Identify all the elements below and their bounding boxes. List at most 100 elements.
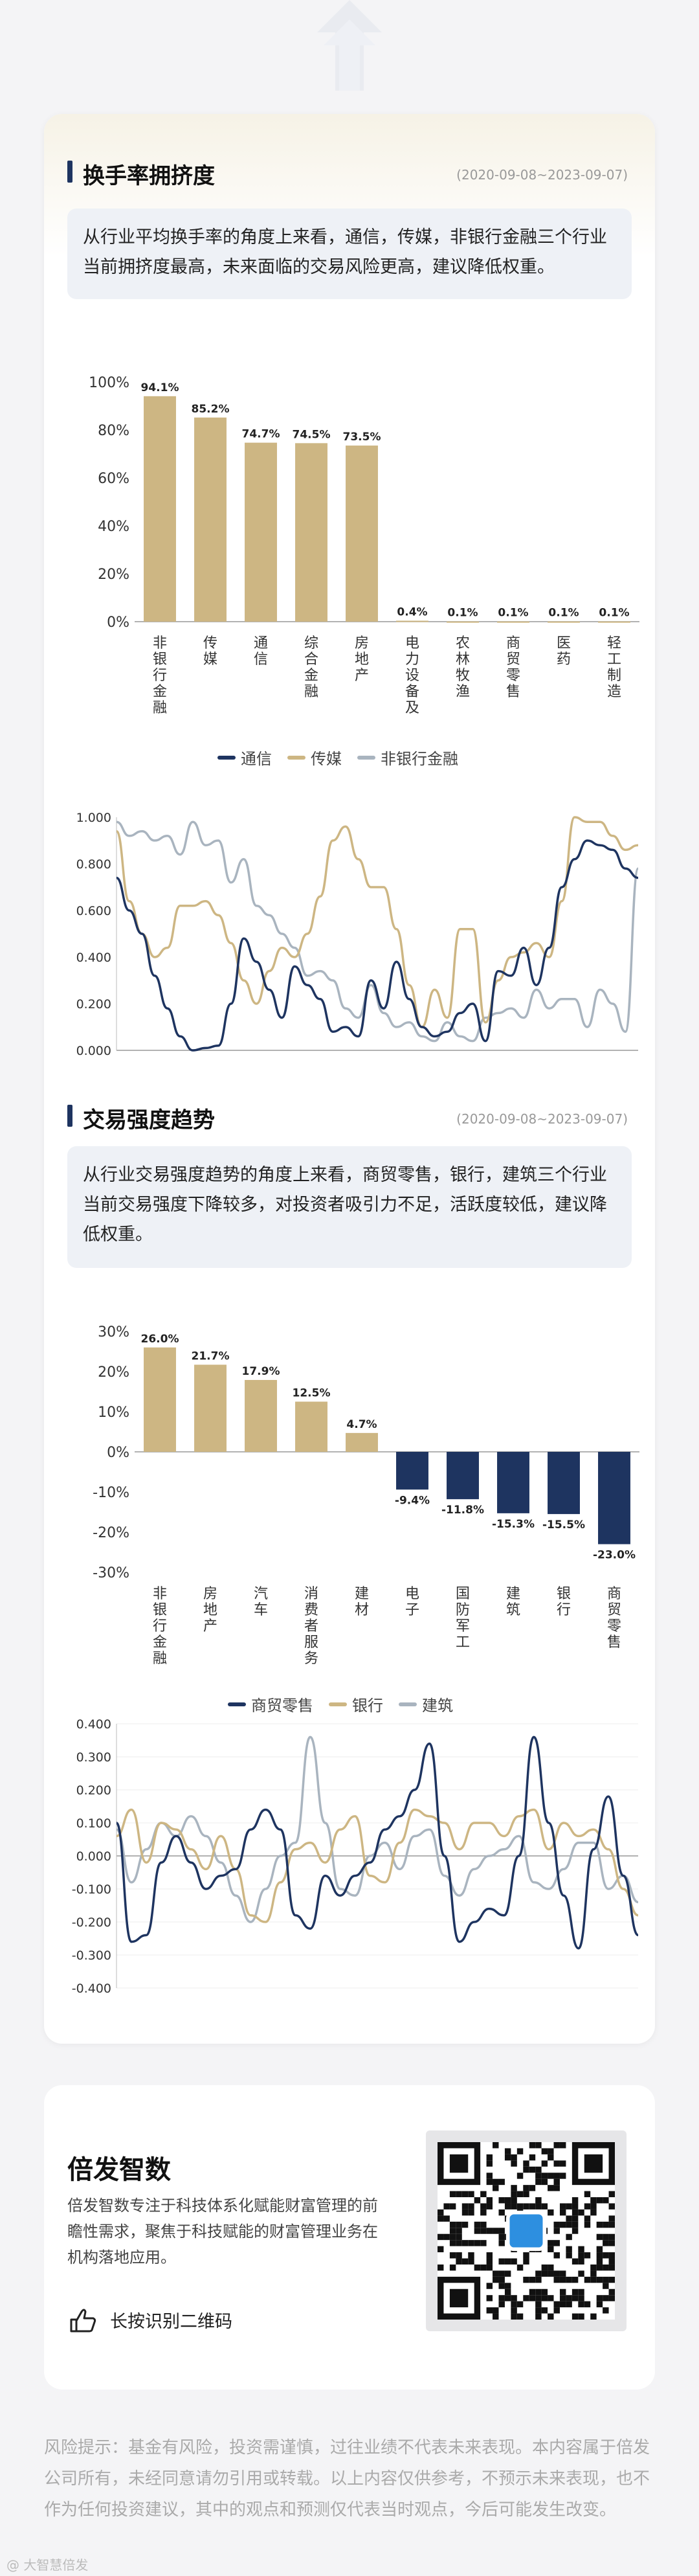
qr-module — [535, 2313, 542, 2320]
category-label-char: 银 — [153, 651, 167, 668]
legend-swatch-gold — [329, 1702, 347, 1706]
qr-module — [486, 2264, 493, 2271]
y-tick-label: -20% — [93, 1525, 129, 1541]
bar — [548, 621, 580, 623]
qr-module — [548, 2264, 554, 2271]
legend-item: 非银行金融 — [357, 746, 458, 769]
category-label-char: 者 — [304, 1618, 318, 1634]
data-label: 74.5% — [293, 428, 331, 441]
qr-module — [553, 2276, 560, 2283]
qr-module — [443, 2203, 450, 2209]
y-tick-label: 60% — [98, 471, 129, 487]
qr-module — [523, 2191, 529, 2198]
qr-module — [504, 2283, 511, 2289]
legend-label: 传媒 — [311, 750, 342, 768]
section1-description: 从行业平均换手率的角度上来看，通信，传媒，非银行金融三个行业当前拥挤度最高，未来… — [67, 209, 632, 299]
qr-module — [535, 2166, 542, 2173]
data-label: 85.2% — [192, 403, 230, 416]
category-label-char: 防 — [456, 1602, 470, 1618]
hand-pointer-icon — [70, 2309, 96, 2333]
qr-module — [486, 2197, 493, 2204]
qr-module — [498, 2270, 505, 2277]
qr-module — [553, 2307, 560, 2314]
qr-module — [486, 2160, 493, 2167]
qr-module — [511, 2154, 517, 2161]
qr-module — [504, 2203, 511, 2209]
qr-module — [553, 2240, 560, 2246]
qr-module — [571, 2221, 579, 2228]
qr-module — [493, 2307, 499, 2314]
qr-module — [608, 2295, 615, 2301]
y-tick-label: 0.600 — [76, 904, 111, 918]
qr-module — [559, 2295, 566, 2301]
qr-module — [516, 2173, 524, 2179]
category-label-char: 商 — [607, 1586, 621, 1602]
y-tick-label: 1.000 — [76, 811, 111, 825]
legend-label: 非银行金融 — [381, 750, 458, 768]
qr-module — [493, 2276, 499, 2283]
qr-module — [584, 2252, 591, 2259]
y-tick-label: 30% — [98, 1324, 129, 1340]
qr-module — [468, 2191, 474, 2198]
data-label: 0.1% — [447, 607, 478, 620]
category-label-char: 行 — [153, 1618, 167, 1634]
qr-module — [449, 2221, 456, 2228]
qr-module — [596, 2276, 603, 2283]
qr-module — [523, 2166, 529, 2173]
qr-module — [553, 2301, 560, 2308]
qr-module — [498, 2283, 505, 2289]
category-label-char: 制 — [607, 668, 621, 684]
category-label-char: 产 — [355, 668, 369, 684]
qr-module — [438, 2233, 444, 2241]
legend-swatch-navy — [217, 755, 236, 760]
qr-module — [559, 2221, 566, 2228]
qr-module — [571, 2215, 579, 2222]
qr-module — [511, 2307, 517, 2314]
category-label-char: 造 — [607, 684, 621, 700]
qr-code[interactable] — [438, 2142, 615, 2320]
qr-module — [438, 2246, 444, 2253]
qr-module — [511, 2185, 517, 2191]
qr-module — [541, 2270, 548, 2277]
qr-module — [578, 2288, 584, 2296]
bar — [447, 621, 479, 623]
category-label-char: 工 — [456, 1634, 470, 1651]
qr-module — [566, 2221, 572, 2228]
brand-name: 倍发智数 — [67, 2155, 171, 2185]
category-label-char: 筑 — [506, 1602, 520, 1618]
qr-module — [516, 2203, 524, 2209]
qr-module — [474, 2197, 481, 2204]
bar — [447, 1452, 479, 1500]
qr-module — [553, 2178, 560, 2186]
risk-disclaimer: 风险提示：基金有风险，投资需谨慎，过往业绩不代表未来表现。本内容属于倍发公司所有… — [44, 2438, 650, 2520]
qr-module — [523, 2295, 529, 2301]
category-label-char: 轻 — [607, 635, 621, 651]
qr-module — [511, 2197, 517, 2204]
data-label: 73.5% — [343, 431, 381, 444]
qr-module — [493, 2185, 499, 2191]
series-line — [116, 1735, 639, 1923]
bar — [194, 417, 227, 622]
qr-module — [449, 2252, 456, 2259]
data-label: 21.7% — [192, 1350, 230, 1362]
qr-module — [523, 2203, 529, 2209]
qr-module — [498, 2258, 505, 2265]
category-label-char: 产 — [203, 1618, 217, 1634]
qr-module — [498, 2209, 505, 2216]
qr-module — [480, 2264, 487, 2271]
qr-module — [571, 2313, 579, 2320]
qr-module — [584, 2301, 591, 2308]
qr-module — [559, 2160, 566, 2167]
qr-module — [529, 2154, 536, 2161]
data-label: -15.3% — [492, 1518, 535, 1531]
qr-module — [474, 2228, 481, 2234]
category-label-char: 融 — [153, 1651, 167, 1667]
y-tick-label: 0.300 — [76, 1750, 111, 1765]
qr-module — [486, 2154, 493, 2161]
qr-module — [529, 2166, 536, 2173]
category-label-char: 军 — [456, 1618, 470, 1634]
category-label-char: 地 — [355, 651, 369, 668]
y-tick-label: 0.200 — [76, 997, 111, 1011]
category-label-char: 费 — [304, 1602, 318, 1618]
data-label: 17.9% — [242, 1365, 280, 1378]
